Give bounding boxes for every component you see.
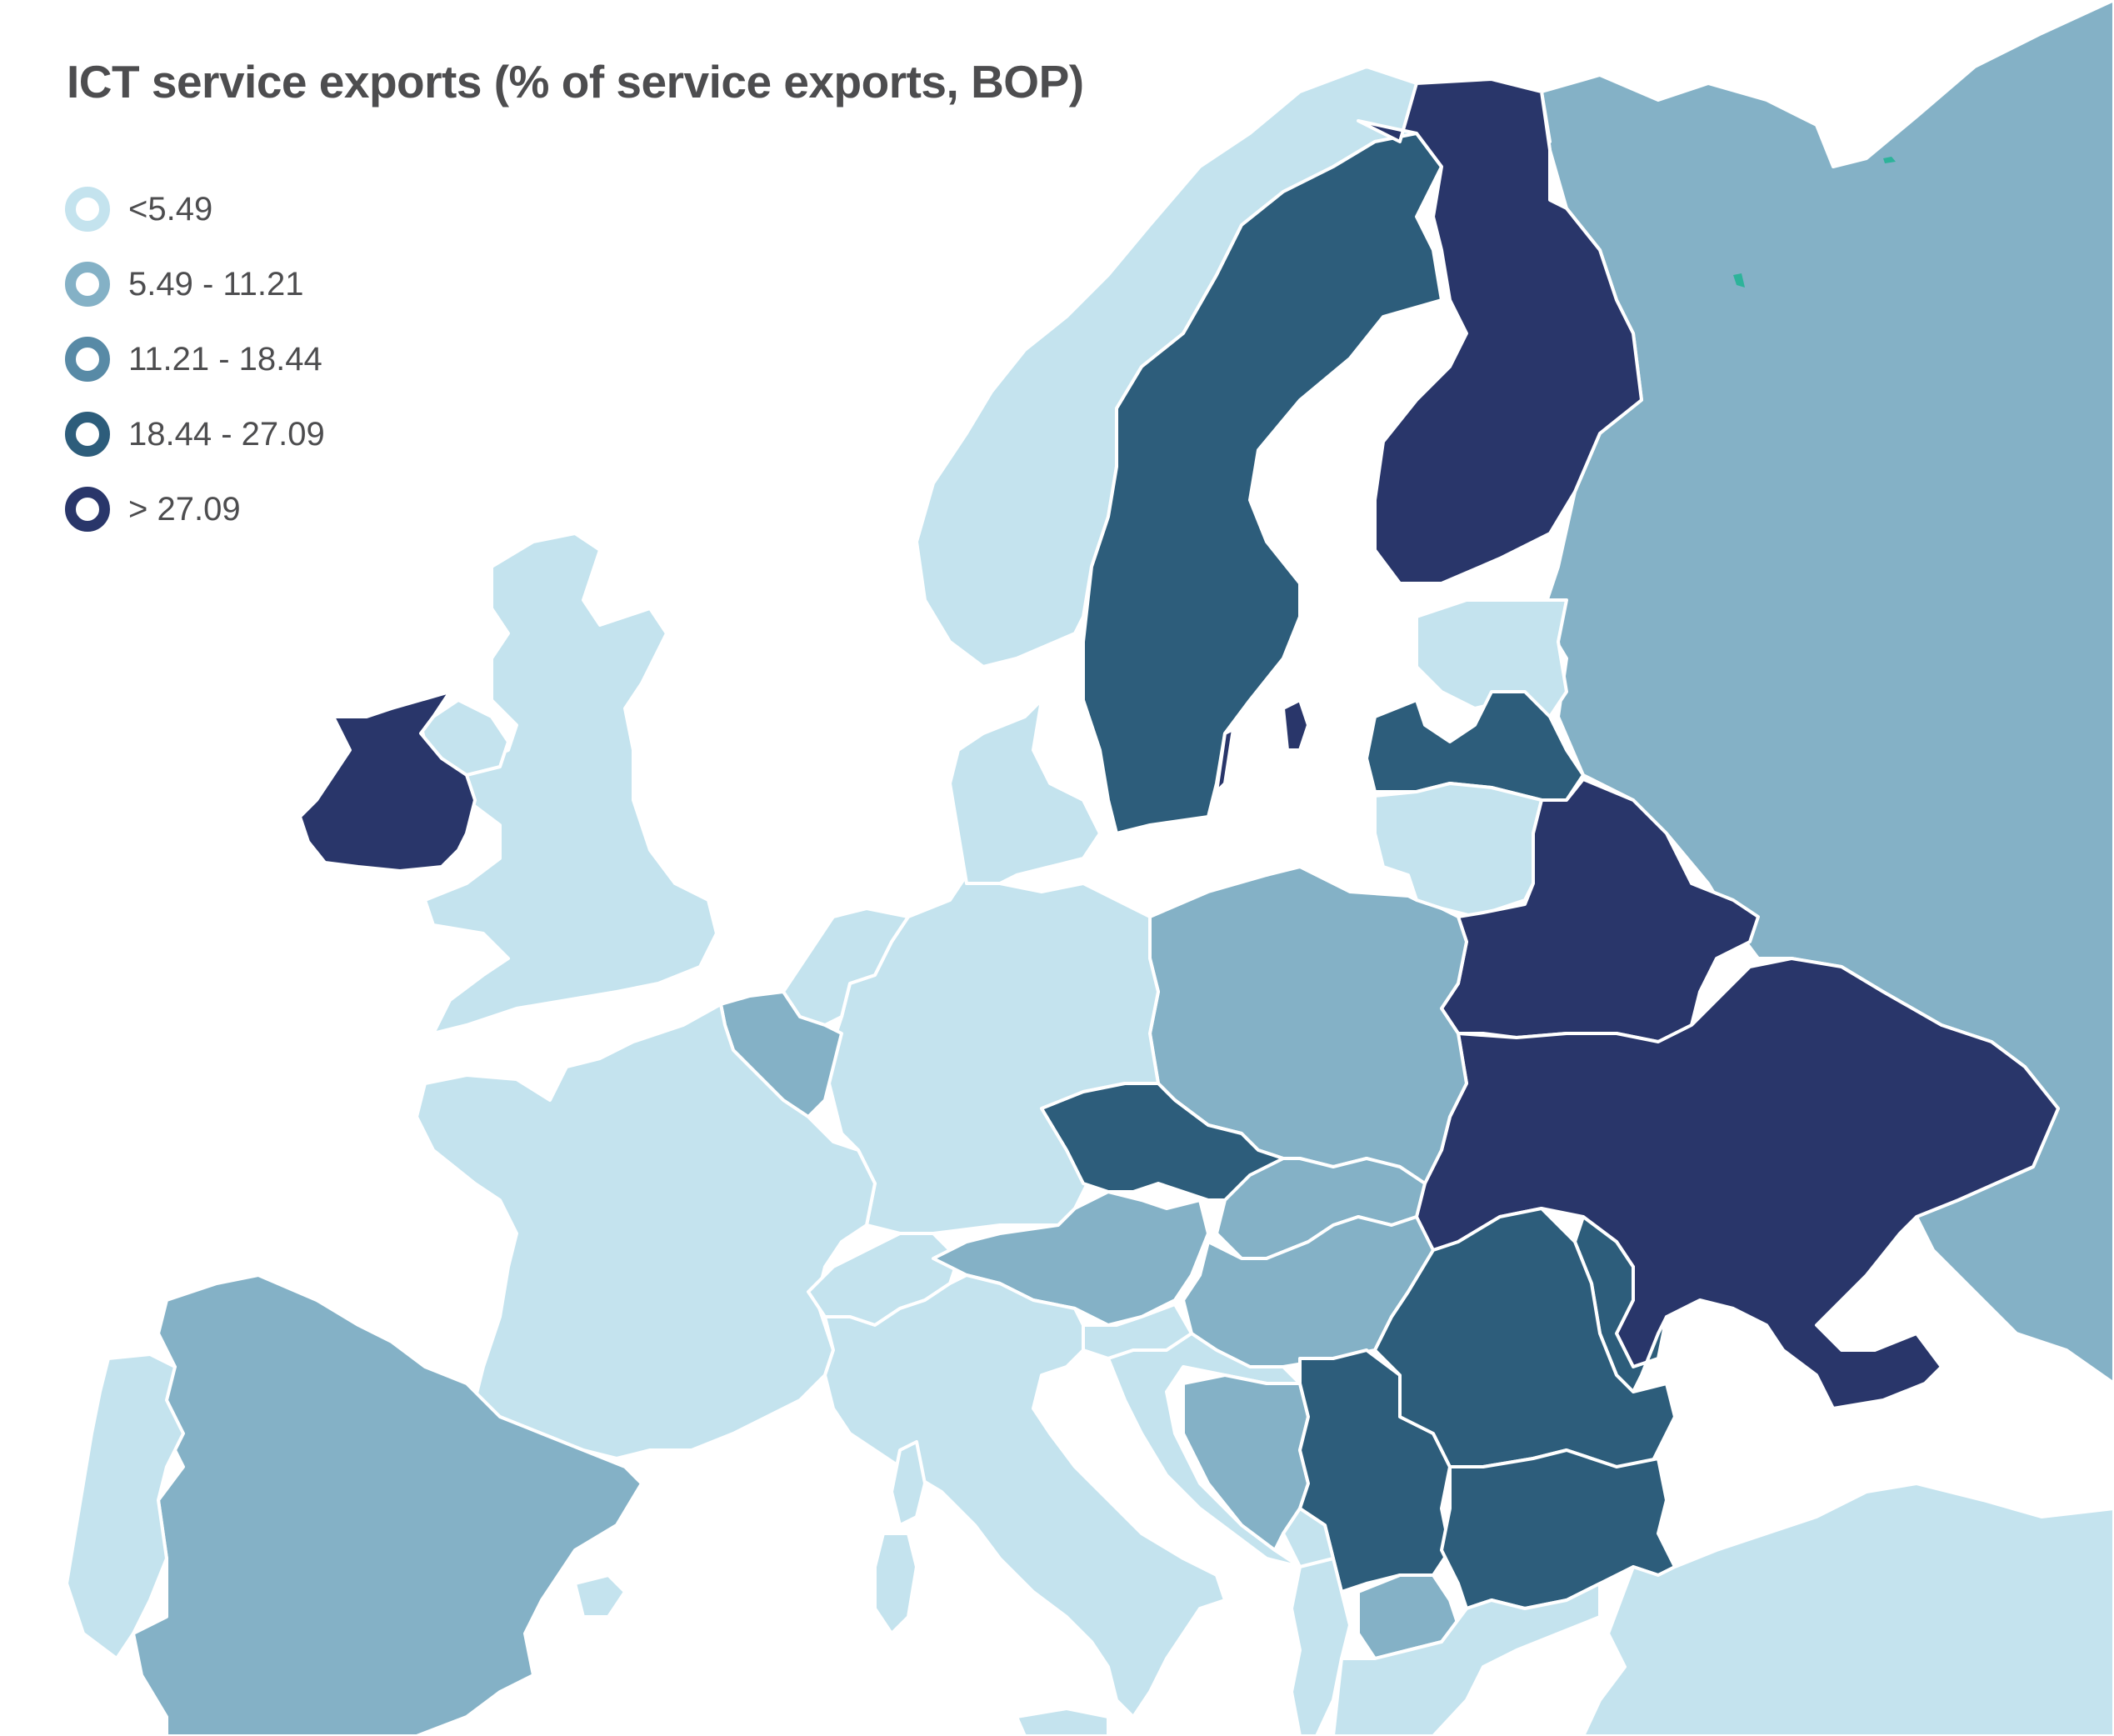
country-sweden[interactable] [1082,132,1443,835]
legend-swatch-circle-icon [65,187,110,232]
legend-item-5: > 27.09 [65,472,325,547]
country-portugal[interactable] [65,1353,185,1660]
country-estonia[interactable] [1415,598,1568,718]
legend-label: > 27.09 [128,490,241,528]
island-balearic[interactable] [573,1573,627,1618]
island-gotland[interactable] [1282,698,1310,752]
legend-item-1: <5.49 [65,172,325,247]
legend-label: 5.49 - 11.21 [128,265,304,303]
country-ireland[interactable] [298,690,477,873]
island-sardinia[interactable] [873,1532,918,1635]
country-romania[interactable] [1373,1207,1677,1468]
country-finland[interactable] [1357,78,1643,585]
legend-item-4: 18.44 - 27.09 [65,397,325,472]
map-title: ICT service exports (% of service export… [67,56,1084,108]
country-spain[interactable] [132,1273,643,1736]
country-croatia[interactable] [1107,1332,1302,1568]
country-denmark[interactable] [948,698,1102,885]
island-oland[interactable] [1215,728,1235,793]
legend-label: 11.21 - 18.44 [128,340,322,378]
legend-item-2: 5.49 - 11.21 [65,247,325,322]
legend-label: 18.44 - 27.09 [128,415,325,453]
legend-swatch-circle-icon [65,262,110,307]
country-albania[interactable] [1290,1557,1352,1736]
legend-swatch-circle-icon [65,337,110,382]
legend: <5.49 5.49 - 11.21 11.21 - 18.44 18.44 -… [65,172,325,547]
legend-label: <5.49 [128,190,213,228]
country-italy-sicily[interactable] [1015,1707,1110,1736]
country-italy[interactable] [823,1273,1227,1718]
legend-swatch-circle-icon [65,487,110,532]
country-france[interactable] [415,1003,877,1460]
island-small-green [1733,273,1745,288]
country-turkey[interactable] [1582,1482,2114,1736]
country-greece[interactable] [1332,1582,1602,1736]
island-corsica[interactable] [890,1440,927,1527]
country-lithuania[interactable] [1373,782,1543,918]
legend-item-3: 11.21 - 18.44 [65,322,325,397]
legend-swatch-circle-icon [65,412,110,457]
island-solovetsky [1883,157,1896,163]
